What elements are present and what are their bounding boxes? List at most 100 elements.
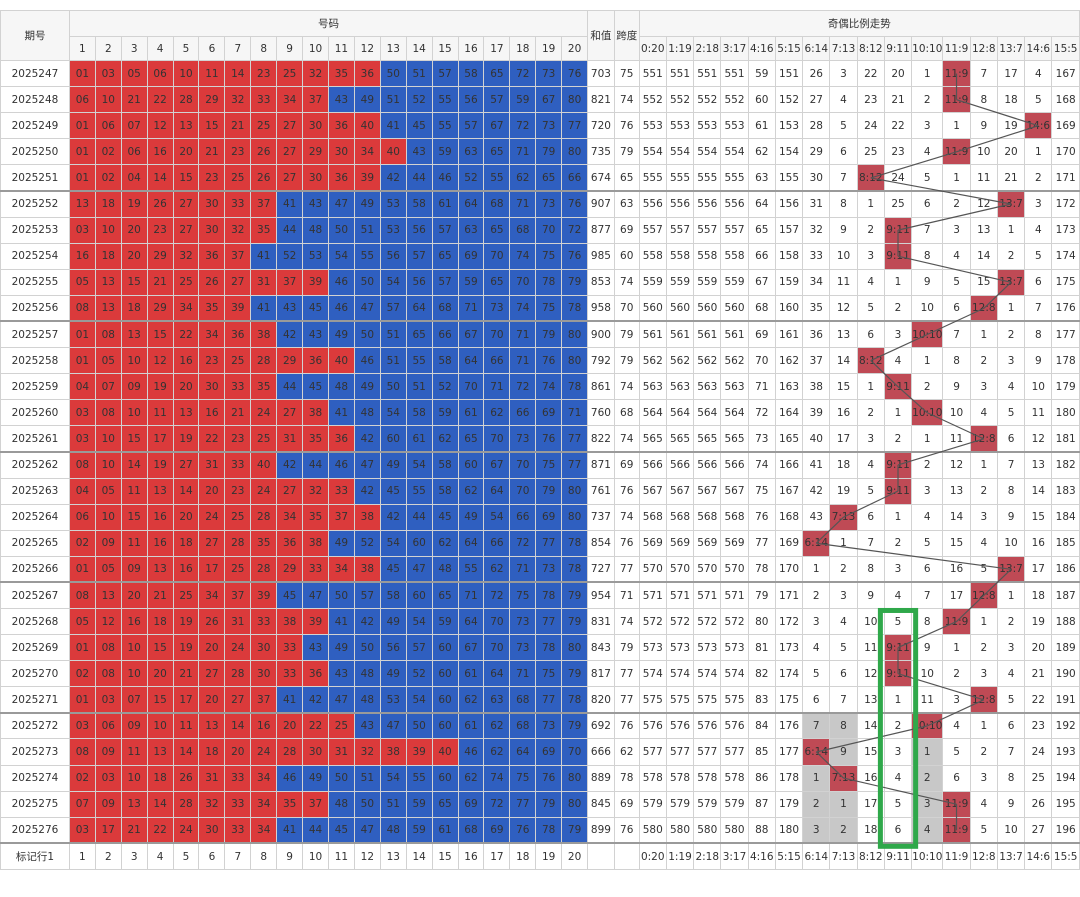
sum-cell: 792 [587, 347, 615, 375]
ratio-miss: 6 [856, 503, 885, 531]
ratio-miss: 25 [883, 189, 913, 218]
drawn-number: 08 [94, 399, 122, 427]
ratio-miss: 26 [802, 59, 831, 88]
drawn-number: 48 [327, 790, 355, 818]
ratio-miss: 6 [911, 189, 944, 218]
sum-cell: 760 [587, 399, 615, 427]
drawn-number: 79 [561, 607, 589, 636]
drawn-number: 46 [327, 450, 355, 479]
ratio-miss: 552 [720, 86, 749, 114]
ratio-miss: 573 [665, 634, 695, 662]
drawn-number: 68 [457, 816, 485, 844]
drawn-number: 32 [198, 790, 226, 818]
drawn-number: 02 [94, 164, 122, 192]
ratio-hit: 11:9 [942, 59, 971, 88]
drawn-number: 18 [146, 607, 174, 636]
drawn-number: 52 [276, 242, 304, 270]
drawn-number: 55 [405, 477, 433, 505]
ratio-miss: 560 [720, 294, 749, 322]
drawn-number: 65 [483, 138, 511, 166]
ratio-col-header: 8:12 [856, 36, 885, 61]
ratio-miss: 191 [1051, 686, 1080, 714]
ratio-miss: 12 [942, 450, 971, 479]
drawn-number: 46 [327, 294, 355, 322]
ratio-miss: 180 [1051, 399, 1080, 427]
sum-cell: 735 [587, 138, 615, 166]
drawn-number: 35 [250, 216, 278, 244]
drawn-number: 78 [535, 581, 563, 609]
ratio-miss: 14 [942, 503, 971, 531]
drawn-number: 48 [353, 686, 381, 714]
drawn-number: 24 [172, 816, 200, 844]
span-cell: 69 [613, 450, 640, 479]
ratio-miss: 189 [1051, 634, 1080, 662]
ratio-miss: 79 [747, 581, 776, 609]
drawn-number: 34 [198, 320, 226, 349]
drawn-number: 40 [327, 347, 355, 375]
ratio-miss: 6 [883, 816, 913, 844]
drawn-number: 05 [68, 268, 96, 296]
drawn-number: 47 [327, 189, 355, 218]
ratio-miss: 2 [996, 320, 1026, 349]
ratio-miss: 557 [665, 216, 695, 244]
draw-row: 2025260 03 08 10 11 13 16 21 24 27 38 41 48 54 58 59 61 6… [0, 399, 1080, 427]
number-col-header: 19 [535, 36, 563, 61]
ratio-miss: 568 [665, 503, 695, 531]
sum-cell: 871 [587, 450, 615, 479]
span-cell: 78 [613, 764, 640, 792]
period-cell: 2025262 [0, 450, 70, 479]
ratio-miss: 159 [774, 268, 804, 296]
ratio-miss: 8 [996, 477, 1026, 505]
ratio-miss: 5 [1024, 242, 1053, 270]
ratio-miss: 24 [1024, 738, 1053, 766]
ratio-miss: 10 [829, 242, 858, 270]
ratio-miss: 27 [802, 86, 831, 114]
number-col-header: 18 [509, 36, 537, 61]
drawn-number: 53 [379, 189, 407, 218]
drawn-number: 25 [250, 112, 278, 140]
drawn-number: 60 [431, 764, 459, 792]
draw-row: 2025253 03 10 20 23 27 30 32 35 44 48 50 51 53 56 57 63 6… [0, 216, 1080, 244]
drawn-number: 30 [302, 112, 329, 140]
drawn-number: 18 [94, 242, 122, 270]
ratio-miss: 80 [747, 607, 776, 636]
odd-even-trend-header: 奇偶比例走势 [638, 10, 1080, 37]
drawn-number: 57 [431, 59, 459, 88]
drawn-number: 73 [535, 112, 563, 140]
drawn-number: 74 [509, 242, 537, 270]
drawn-number: 13 [94, 581, 122, 609]
ratio-miss: 175 [1051, 268, 1080, 296]
span-cell: 74 [613, 607, 640, 636]
drawn-number: 59 [457, 268, 485, 296]
drawn-number: 21 [146, 581, 174, 609]
drawn-number: 79 [535, 790, 563, 818]
ratio-miss: 552 [665, 86, 695, 114]
marker-ratio: 7:13 [829, 842, 858, 870]
drawn-number: 72 [561, 216, 589, 244]
drawn-number: 09 [120, 711, 148, 740]
drawn-number: 34 [172, 294, 200, 322]
drawn-number: 80 [561, 138, 589, 166]
ratio-miss: 568 [638, 503, 667, 531]
ratio-miss: 60 [747, 86, 776, 114]
ratio-miss: 553 [693, 112, 722, 140]
ratio-miss: 565 [665, 425, 695, 453]
drawn-number: 77 [535, 686, 563, 714]
ratio-miss: 161 [774, 320, 804, 349]
ratio-col-header: 3:17 [720, 36, 749, 61]
ratio-miss: 579 [720, 790, 749, 818]
drawn-number: 44 [405, 164, 433, 192]
number-col-header: 9 [276, 36, 304, 61]
drawn-number: 67 [535, 86, 563, 114]
ratio-miss: 573 [693, 634, 722, 662]
drawn-number: 37 [224, 242, 252, 270]
drawn-number: 70 [483, 634, 511, 662]
drawn-number: 27 [172, 450, 200, 479]
ratio-miss: 6 [996, 425, 1026, 453]
marker-number: 3 [120, 842, 148, 870]
drawn-number: 73 [535, 189, 563, 218]
number-col-header: 4 [146, 36, 174, 61]
period-cell: 2025259 [0, 373, 70, 401]
drawn-number: 54 [379, 764, 407, 792]
drawn-number: 51 [379, 86, 407, 114]
